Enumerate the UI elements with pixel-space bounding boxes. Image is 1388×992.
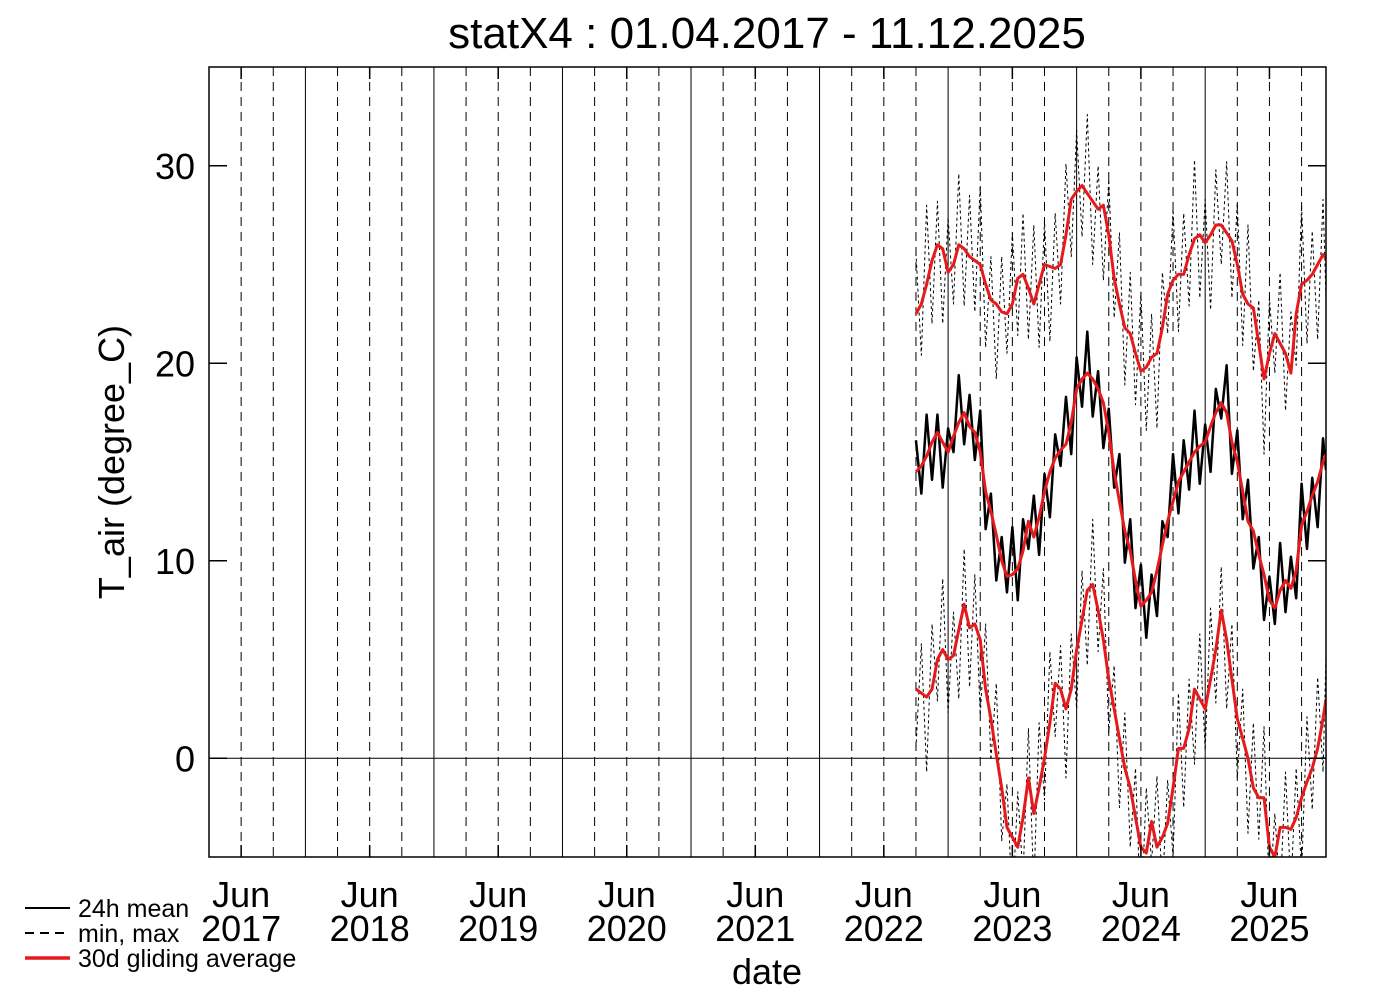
x-axis-label: date [732, 951, 802, 992]
chart-title: statX4 : 01.04.2017 - 11.12.2025 [448, 9, 1086, 58]
x-tick-label: Jun 2025 [1229, 874, 1310, 949]
series-line [914, 184, 1326, 381]
y-tick-label: 10 [155, 541, 195, 582]
x-tick-label: Jun 2020 [586, 874, 667, 949]
x-tick-label: Jun 2021 [715, 874, 796, 949]
x-tick-label: Jun 2023 [972, 874, 1053, 949]
y-tick-label: 20 [155, 343, 195, 384]
x-tick-label: Jun 2024 [1100, 874, 1181, 949]
series-line [915, 582, 1326, 857]
legend-label: 30d gliding average [78, 945, 296, 973]
y-axis-label: T_air (degree_C) [91, 325, 132, 599]
series-line [914, 371, 1326, 610]
plot-frame [208, 66, 1327, 858]
legend-label: min, max [78, 920, 180, 948]
y-tick-label: 30 [155, 146, 195, 187]
legend-label: 24h mean [78, 895, 189, 923]
axes: 0 10 20 30 [155, 67, 1326, 857]
series-line [915, 113, 1326, 455]
x-tick-label: Jun 2017 [201, 874, 282, 949]
grid [209, 67, 1326, 857]
x-tick-label: Jun 2018 [329, 874, 410, 949]
y-tick-label: 0 [175, 738, 195, 779]
plot-area [914, 113, 1326, 857]
x-tick-label: Jun 2022 [843, 874, 924, 949]
x-tick-label: Jun 2019 [458, 874, 539, 949]
